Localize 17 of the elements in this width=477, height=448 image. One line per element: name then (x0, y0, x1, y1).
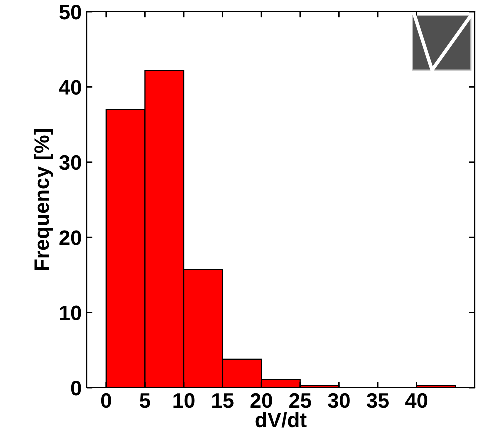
x-tick-label: 10 (174, 393, 195, 408)
x-axis-title: dV/dt (256, 412, 307, 428)
x-tick-label: 15 (212, 394, 234, 408)
x-tick-label: 30 (328, 393, 350, 408)
y-tick-label: 40 (59, 80, 82, 95)
y-tick-label: 50 (60, 5, 82, 20)
y-tick-label: 10 (60, 306, 82, 321)
x-tick-label: 35 (366, 393, 390, 408)
y-tick-label: 20 (60, 230, 82, 246)
x-tick-label: 20 (250, 393, 272, 408)
x-tick-label: 5 (140, 394, 150, 408)
y-tick-label: 0 (71, 381, 82, 396)
y-axis-title: Frequency [%] (34, 129, 54, 270)
x-tick-label: 25 (290, 393, 312, 408)
x-tick-label: 40 (406, 393, 428, 408)
x-tick-label: 0 (101, 393, 112, 408)
y-tick-label: 30 (59, 155, 82, 170)
